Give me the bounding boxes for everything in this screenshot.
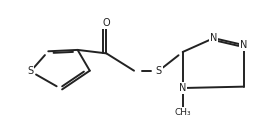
Text: CH₃: CH₃ xyxy=(174,108,191,117)
Text: N: N xyxy=(240,40,247,50)
Text: O: O xyxy=(103,18,110,28)
Text: S: S xyxy=(28,66,34,76)
Text: N: N xyxy=(179,83,186,93)
Text: N: N xyxy=(210,33,217,43)
Text: S: S xyxy=(156,66,162,76)
